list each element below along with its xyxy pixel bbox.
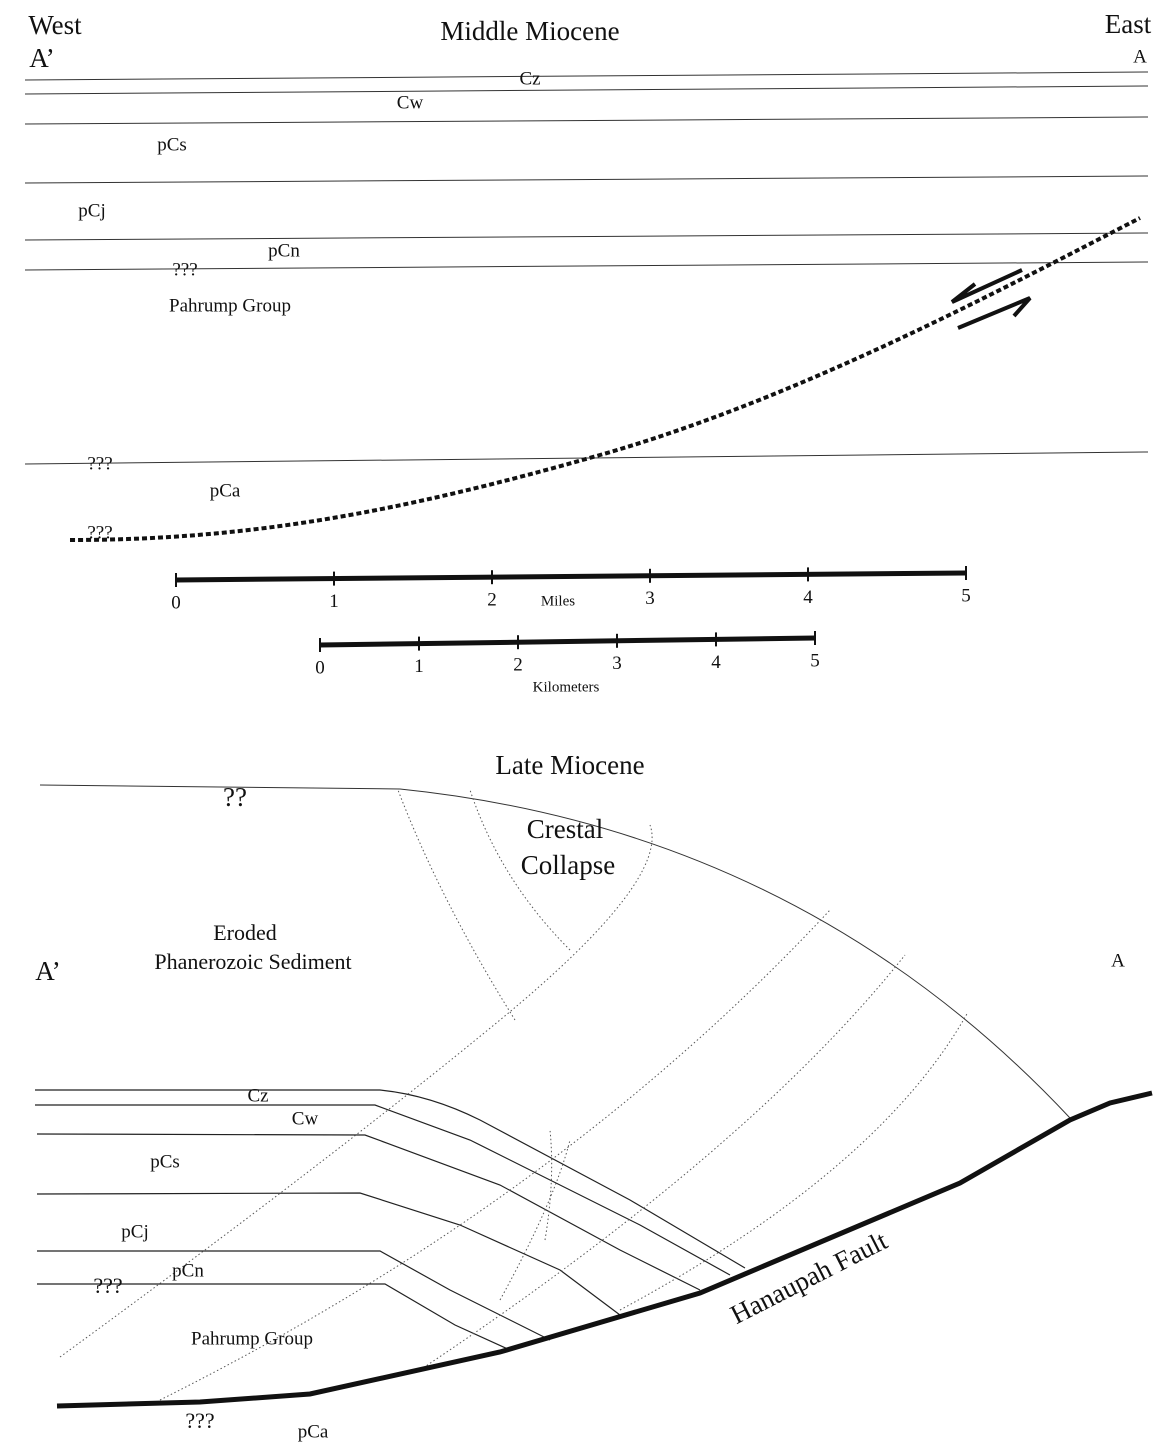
a-prime-label: A’ xyxy=(29,43,55,73)
unit-label: pCj xyxy=(121,1221,148,1242)
a-label: A xyxy=(1133,46,1147,67)
cross-section: West A’ Middle Miocene East A Cz Cw pCs … xyxy=(0,0,1160,1444)
scale-bars: 0 1 2 3 4 5 0 1 2 3 4 5 xyxy=(171,566,971,678)
unit-label: Cz xyxy=(247,1085,268,1106)
section-title: Middle Miocene xyxy=(440,16,619,46)
unit-label: pCs xyxy=(150,1151,180,1172)
fracture-lines xyxy=(60,790,968,1400)
unit-label: Cw xyxy=(397,92,424,113)
scale-tick-label: 3 xyxy=(612,653,622,674)
unit-label: pCn xyxy=(268,240,300,261)
unit-label: pCs xyxy=(157,134,187,155)
uncertain-label: ??? xyxy=(93,1273,122,1298)
east-label: East xyxy=(1105,9,1152,39)
scale-tick-label: 1 xyxy=(414,656,424,677)
crestal-label: Collapse xyxy=(521,850,616,880)
scale-bar xyxy=(320,638,815,645)
hanaupah-fault xyxy=(57,1093,1152,1406)
scale-tick-label: 0 xyxy=(171,592,181,613)
unit-label: Pahrump Group xyxy=(169,295,291,316)
scale-tick-label: 0 xyxy=(315,657,325,678)
section-title: Late Miocene xyxy=(495,750,644,780)
unit-label: Pahrump Group xyxy=(191,1328,313,1349)
eroded-label: Phanerozoic Sediment xyxy=(154,949,351,974)
unit-label: Cz xyxy=(519,68,540,89)
scale-tick-label: 5 xyxy=(961,585,971,606)
uncertain-label: ??? xyxy=(185,1408,214,1433)
crestal-label: Crestal xyxy=(527,814,603,844)
scale-unit: Kilometers xyxy=(533,679,600,695)
a-label: A xyxy=(1111,950,1125,971)
scale-tick-label: 4 xyxy=(803,587,813,608)
west-label: West xyxy=(28,10,82,40)
a-prime-label: A’ xyxy=(35,956,61,986)
unit-label: pCn xyxy=(172,1260,204,1281)
scale-tick-label: 2 xyxy=(487,590,497,611)
scale-bar xyxy=(176,573,966,580)
uncertain-label: ??? xyxy=(87,522,112,543)
unit-label: pCa xyxy=(298,1421,329,1442)
scale-tick-label: 5 xyxy=(810,650,820,671)
scale-tick-label: 1 xyxy=(329,591,339,612)
scale-tick-label: 2 xyxy=(513,655,523,676)
fault-label: Hanaupah Fault xyxy=(725,1225,892,1330)
eroded-label: Eroded xyxy=(213,920,277,945)
uncertain-label: ?? xyxy=(223,782,247,812)
scale-unit: Miles xyxy=(541,593,575,609)
uncertain-label: ??? xyxy=(87,453,112,474)
scale-tick-label: 4 xyxy=(711,652,721,673)
unit-label: pCa xyxy=(210,480,241,501)
uncertain-label: ??? xyxy=(172,259,197,280)
scale-tick-label: 3 xyxy=(645,588,655,609)
unit-label: pCj xyxy=(78,200,105,221)
unit-label: Cw xyxy=(292,1108,319,1129)
